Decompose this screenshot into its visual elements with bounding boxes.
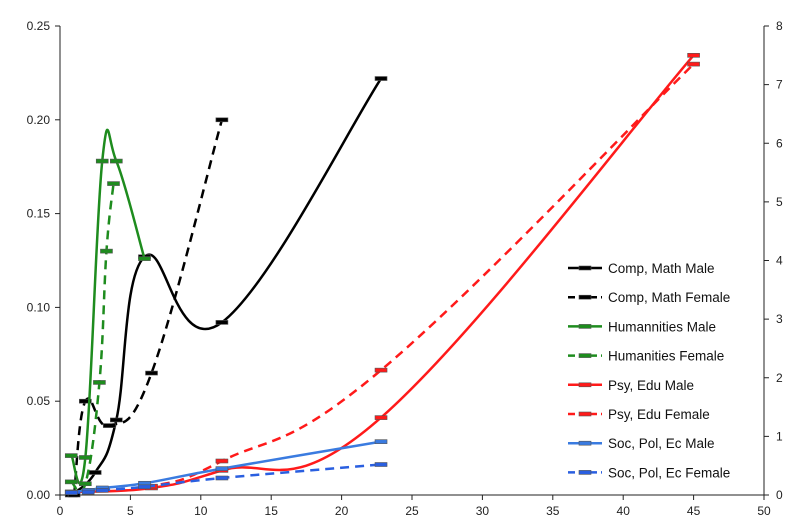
legend-marker — [578, 265, 592, 271]
y-left-tick-label: 0.05 — [27, 394, 51, 408]
data-point-marker — [374, 462, 388, 467]
legend-marker — [578, 411, 592, 417]
series-1 — [67, 117, 229, 498]
y-right-tick-label: 6 — [776, 136, 783, 150]
data-point-marker — [64, 479, 78, 485]
data-point-marker — [215, 475, 229, 481]
legend-marker — [578, 324, 592, 329]
legend-item: Psy, Edu Male — [568, 378, 694, 393]
legend-label: Soc, Pol, Ec Male — [608, 436, 715, 451]
x-tick-label: 50 — [757, 504, 771, 518]
data-point-marker — [93, 380, 106, 385]
data-point-marker — [95, 488, 109, 493]
series-line — [70, 77, 383, 496]
data-point-marker — [215, 466, 229, 471]
axes: 0 5 10 15 20 25 30 35 40 45 500.000.050.100.150.20… — [27, 19, 783, 518]
data-point-marker — [64, 490, 78, 495]
data-point-marker — [79, 481, 92, 487]
y-left-tick-label: 0.00 — [27, 488, 51, 502]
data-point-marker — [81, 489, 95, 495]
legend-marker — [578, 382, 592, 388]
data-point-marker — [215, 458, 229, 464]
data-point-marker — [79, 398, 92, 404]
legend: Comp, Math Male Comp, Math Female Humannit… — [568, 261, 730, 480]
series-6 — [64, 439, 388, 495]
legend-label: Psy, Edu Male — [608, 378, 694, 393]
x-tick-label: 15 — [265, 504, 279, 518]
data-point-marker — [138, 256, 151, 261]
legend-marker — [578, 440, 592, 446]
y-left-tick-label: 0.25 — [27, 19, 51, 33]
legend-label: Humanities Female — [608, 349, 724, 364]
data-point-marker — [687, 53, 700, 58]
y-left-tick-label: 0.10 — [27, 300, 51, 314]
legend-label: Humannities Male — [608, 319, 716, 334]
legend-label: Soc, Pol, Ec Female — [608, 465, 730, 480]
x-tick-label: 35 — [546, 504, 560, 518]
data-point-marker — [145, 370, 158, 376]
legend-marker — [578, 294, 592, 300]
legend-item: Comp, Math Female — [568, 290, 730, 305]
data-point-marker — [100, 248, 113, 254]
y-left-tick-label: 0.15 — [27, 207, 51, 221]
y-right-tick-label: 5 — [776, 195, 783, 209]
legend-label: Psy, Edu Female — [608, 407, 710, 422]
x-tick-label: 45 — [687, 504, 701, 518]
series-5 — [64, 61, 700, 495]
y-right-tick-label: 0 — [776, 488, 783, 502]
legend-marker — [578, 353, 592, 358]
data-point-marker — [88, 470, 102, 475]
x-tick-label: 10 — [194, 504, 208, 518]
y-right-tick-label: 2 — [776, 371, 783, 385]
legend-label: Comp, Math Male — [608, 261, 715, 276]
legend-item: Soc, Pol, Ec Male — [568, 436, 715, 451]
x-tick-label: 40 — [617, 504, 631, 518]
y-right-tick-label: 1 — [776, 429, 783, 443]
legend-item: Comp, Math Male — [568, 261, 715, 276]
x-tick-label: 20 — [335, 504, 349, 518]
series-layer — [64, 53, 700, 498]
y-right-tick-label: 4 — [776, 254, 783, 268]
data-point-marker — [215, 117, 229, 123]
legend-label: Comp, Math Female — [608, 290, 730, 305]
y-left-tick-label: 0.20 — [27, 113, 51, 127]
legend-item: Humanities Female — [568, 349, 724, 364]
series-7 — [64, 462, 388, 495]
data-point-marker — [687, 61, 700, 67]
data-point-marker — [110, 158, 123, 164]
x-tick-label: 30 — [476, 504, 490, 518]
legend-marker — [578, 470, 592, 475]
data-point-marker — [64, 453, 78, 458]
data-point-marker — [374, 367, 388, 373]
y-right-tick-label: 8 — [776, 19, 783, 33]
x-tick-label: 5 — [127, 504, 134, 518]
legend-item: Psy, Edu Female — [568, 407, 710, 422]
legend-item: Soc, Pol, Ec Female — [568, 465, 730, 480]
data-point-marker — [374, 415, 388, 420]
data-point-marker — [102, 423, 116, 428]
series-0 — [64, 76, 388, 498]
data-point-marker — [107, 181, 120, 186]
data-point-marker — [138, 484, 151, 490]
data-point-marker — [95, 158, 109, 164]
legend-item: Humannities Male — [568, 319, 716, 334]
data-point-marker — [374, 439, 388, 444]
data-point-marker — [110, 417, 123, 423]
x-tick-label: 0 — [57, 504, 64, 518]
y-right-tick-label: 7 — [776, 78, 783, 92]
y-right-tick-label: 3 — [776, 312, 783, 326]
x-tick-label: 25 — [405, 504, 419, 518]
series-4 — [64, 53, 700, 495]
data-point-marker — [215, 320, 229, 325]
data-point-marker — [374, 76, 388, 81]
series-line — [72, 119, 224, 496]
